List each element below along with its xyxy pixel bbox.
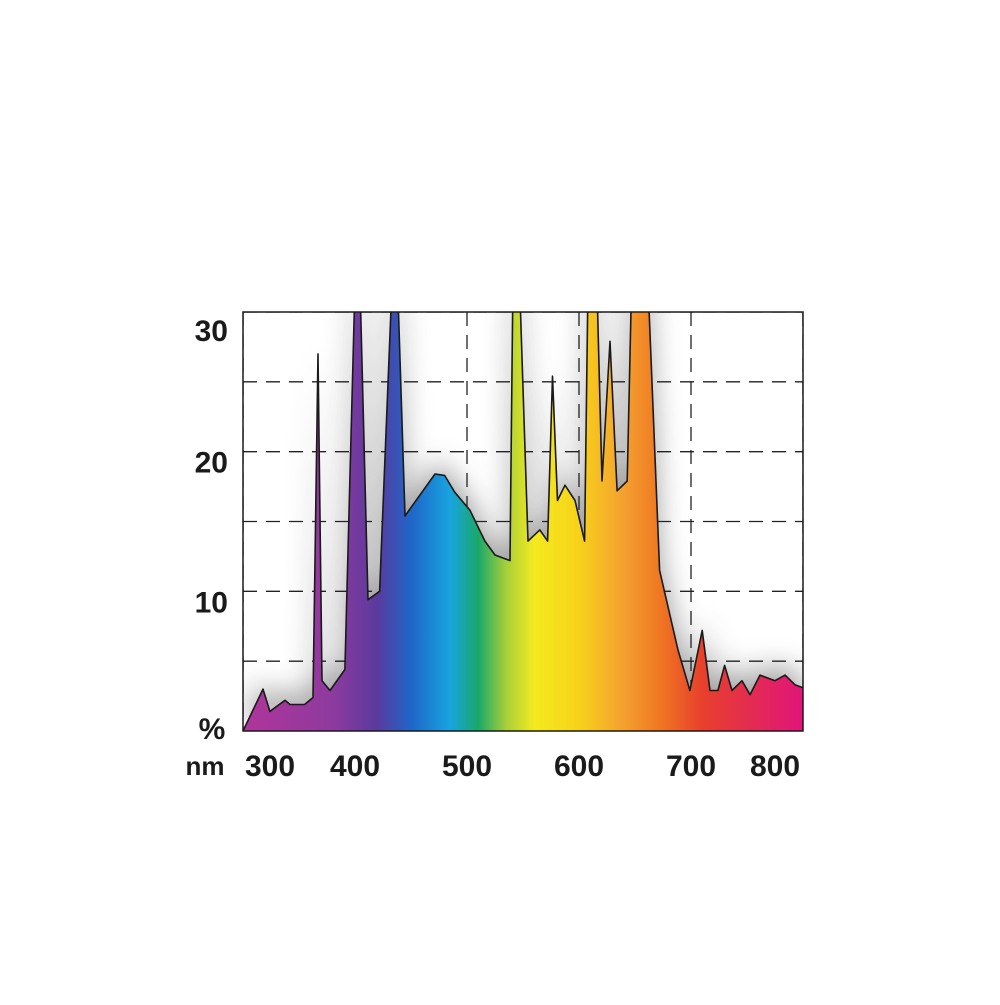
plot-area — [243, 312, 803, 731]
x-tick-label: 300 — [245, 750, 295, 783]
x-tick-label: 600 — [554, 750, 604, 783]
y-tick-label: 20 — [195, 447, 228, 480]
x-axis-label: nm — [186, 751, 225, 781]
x-tick-label: 500 — [442, 750, 492, 783]
y-tick-label: 10 — [195, 586, 228, 619]
x-tick-label: 800 — [750, 750, 800, 783]
spectrum-line — [243, 312, 803, 731]
plot-frame — [242, 311, 804, 732]
x-tick-label: 700 — [666, 750, 716, 783]
y-tick-label: 30 — [195, 315, 228, 348]
y-axis-label: % — [199, 713, 226, 746]
spectrum-area — [243, 312, 803, 731]
x-tick-label: 400 — [330, 750, 380, 783]
